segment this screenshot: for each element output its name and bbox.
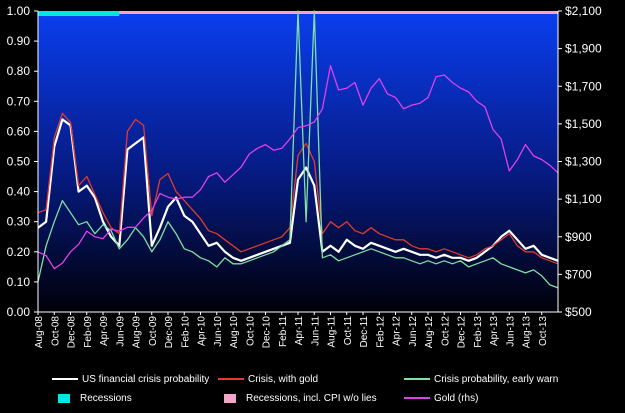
left-tick-label: 0.20 (7, 245, 31, 259)
right-tick-label: $2,100 (565, 4, 602, 18)
x-tick-label: Aug-13 (522, 316, 533, 349)
plot-area (38, 11, 558, 312)
x-tick-label: Oct-08 (50, 316, 61, 346)
series-line-3 (37, 64, 559, 270)
x-tick-label: Aug-08 (34, 316, 45, 349)
right-tick-label: $1,300 (565, 155, 602, 169)
x-tick-label: Aug-10 (229, 316, 240, 349)
right-tick-label: $1,100 (565, 192, 602, 206)
legend-item: Recessions, incl. CPI w/o lies (218, 391, 377, 405)
legend-item: Crisis probability, early warn (404, 372, 558, 386)
series-line-0 (37, 118, 559, 262)
legend-swatch (58, 393, 70, 403)
legend-swatch (218, 378, 244, 380)
x-tick-label: Aug-09 (132, 316, 143, 349)
x-tick-label: Feb-11 (278, 316, 289, 347)
x-tick-label: Dec-12 (457, 316, 468, 349)
x-tick-label: Oct-12 (440, 316, 451, 346)
x-tick-label: Oct-09 (148, 316, 159, 346)
x-tick-label: Jun-12 (408, 316, 419, 347)
x-tick-label: Dec-10 (262, 316, 273, 349)
x-tick-label: Apr-09 (99, 316, 110, 346)
legend-swatch (404, 378, 430, 380)
legend-swatch (52, 378, 78, 380)
x-tick-label: Apr-10 (197, 316, 208, 346)
recession-bar (38, 11, 120, 16)
legend-label: Crisis probability, early warn (434, 373, 559, 385)
legend-swatch (224, 393, 236, 403)
x-tick-label: Dec-11 (359, 316, 370, 348)
x-tick-label: Dec-09 (164, 316, 175, 349)
x-tick-label: Feb-12 (375, 316, 386, 348)
left-tick-label: 0.80 (7, 64, 31, 78)
x-tick-label: Aug-12 (424, 316, 435, 349)
x-tick-label: Dec-08 (67, 316, 78, 349)
legend-label: Crisis, with gold (248, 373, 319, 385)
right-tick-label: $1,700 (565, 79, 602, 93)
x-tick-label: Oct-13 (538, 316, 549, 346)
legend-item: US financial crisis probability (52, 372, 209, 386)
left-tick-label: 0.40 (7, 185, 31, 199)
right-tick-label: $500 (565, 305, 592, 319)
x-tick-label: Jun-11 (310, 316, 321, 346)
left-tick-label: 0.60 (7, 124, 31, 138)
left-tick-label: 0.70 (7, 94, 31, 108)
right-tick-label: $900 (565, 230, 592, 244)
right-tick-label: $1,900 (565, 42, 602, 56)
legend-item: Recessions (52, 391, 132, 405)
right-tick-label: $700 (565, 267, 592, 281)
x-tick-label: Oct-10 (245, 316, 256, 346)
chart-canvas: 0.00 0.10 0.20 0.30 0.40 0.50 0.60 0.70 0.80 0.90… (7, 4, 602, 349)
x-tick-label: Feb-09 (83, 316, 94, 348)
left-tick-label: 0.30 (7, 215, 31, 229)
x-tick-label: Feb-13 (473, 316, 484, 348)
legend-label: US financial crisis probability (82, 373, 210, 385)
legend: US financial crisis probability Crisis, w… (0, 368, 625, 413)
legend-item: Crisis, with gold (218, 372, 318, 386)
legend-item: Gold (rhs) (404, 391, 478, 405)
left-tick-label: 0.00 (7, 305, 31, 319)
x-tick-label: Jun-13 (505, 316, 516, 347)
x-tick-label: Jun-10 (213, 316, 224, 347)
legend-swatch (404, 397, 430, 399)
series-line-2 (37, 10, 559, 289)
x-tick-label: Apr-11 (294, 316, 305, 346)
right-tick-label: $1,500 (565, 117, 602, 131)
series-line-1 (37, 112, 559, 265)
x-tick-label: Jun-09 (115, 316, 126, 347)
left-tick-label: 1.00 (7, 4, 31, 18)
left-tick-label: 0.90 (7, 34, 31, 48)
legend-label: Gold (rhs) (434, 392, 479, 404)
x-tick-label: Feb-10 (180, 316, 191, 348)
legend-label: Recessions (80, 392, 132, 404)
x-tick-label: Apr-12 (392, 316, 403, 346)
x-tick-label: Apr-13 (489, 316, 500, 346)
left-tick-label: 0.50 (7, 155, 31, 169)
legend-label: Recessions, incl. CPI w/o lies (246, 392, 377, 404)
x-tick-label: Oct-11 (343, 316, 354, 346)
left-tick-label: 0.10 (7, 275, 31, 289)
x-tick-label: Aug-11 (327, 316, 338, 348)
